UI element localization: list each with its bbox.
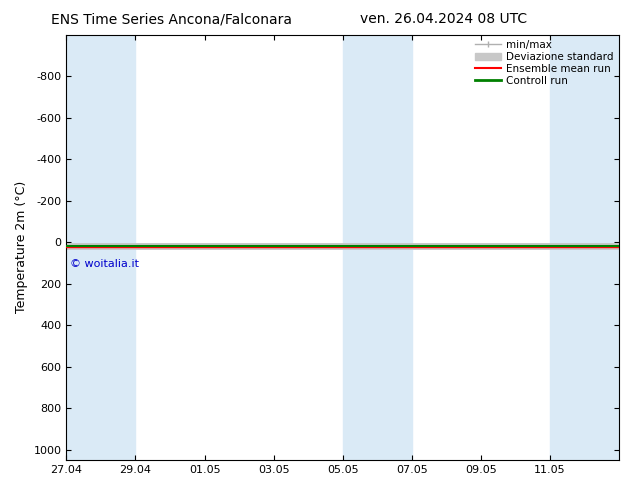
Bar [343,35,411,460]
Bar [550,35,619,460]
Legend: min/max, Deviazione standard, Ensemble mean run, Controll run: min/max, Deviazione standard, Ensemble m… [475,40,614,86]
Bar [67,35,136,460]
Text: © woitalia.it: © woitalia.it [70,259,139,269]
Text: ven. 26.04.2024 08 UTC: ven. 26.04.2024 08 UTC [360,12,527,26]
Text: ENS Time Series Ancona/Falconara: ENS Time Series Ancona/Falconara [51,12,292,26]
Y-axis label: Temperature 2m (°C): Temperature 2m (°C) [15,181,28,314]
